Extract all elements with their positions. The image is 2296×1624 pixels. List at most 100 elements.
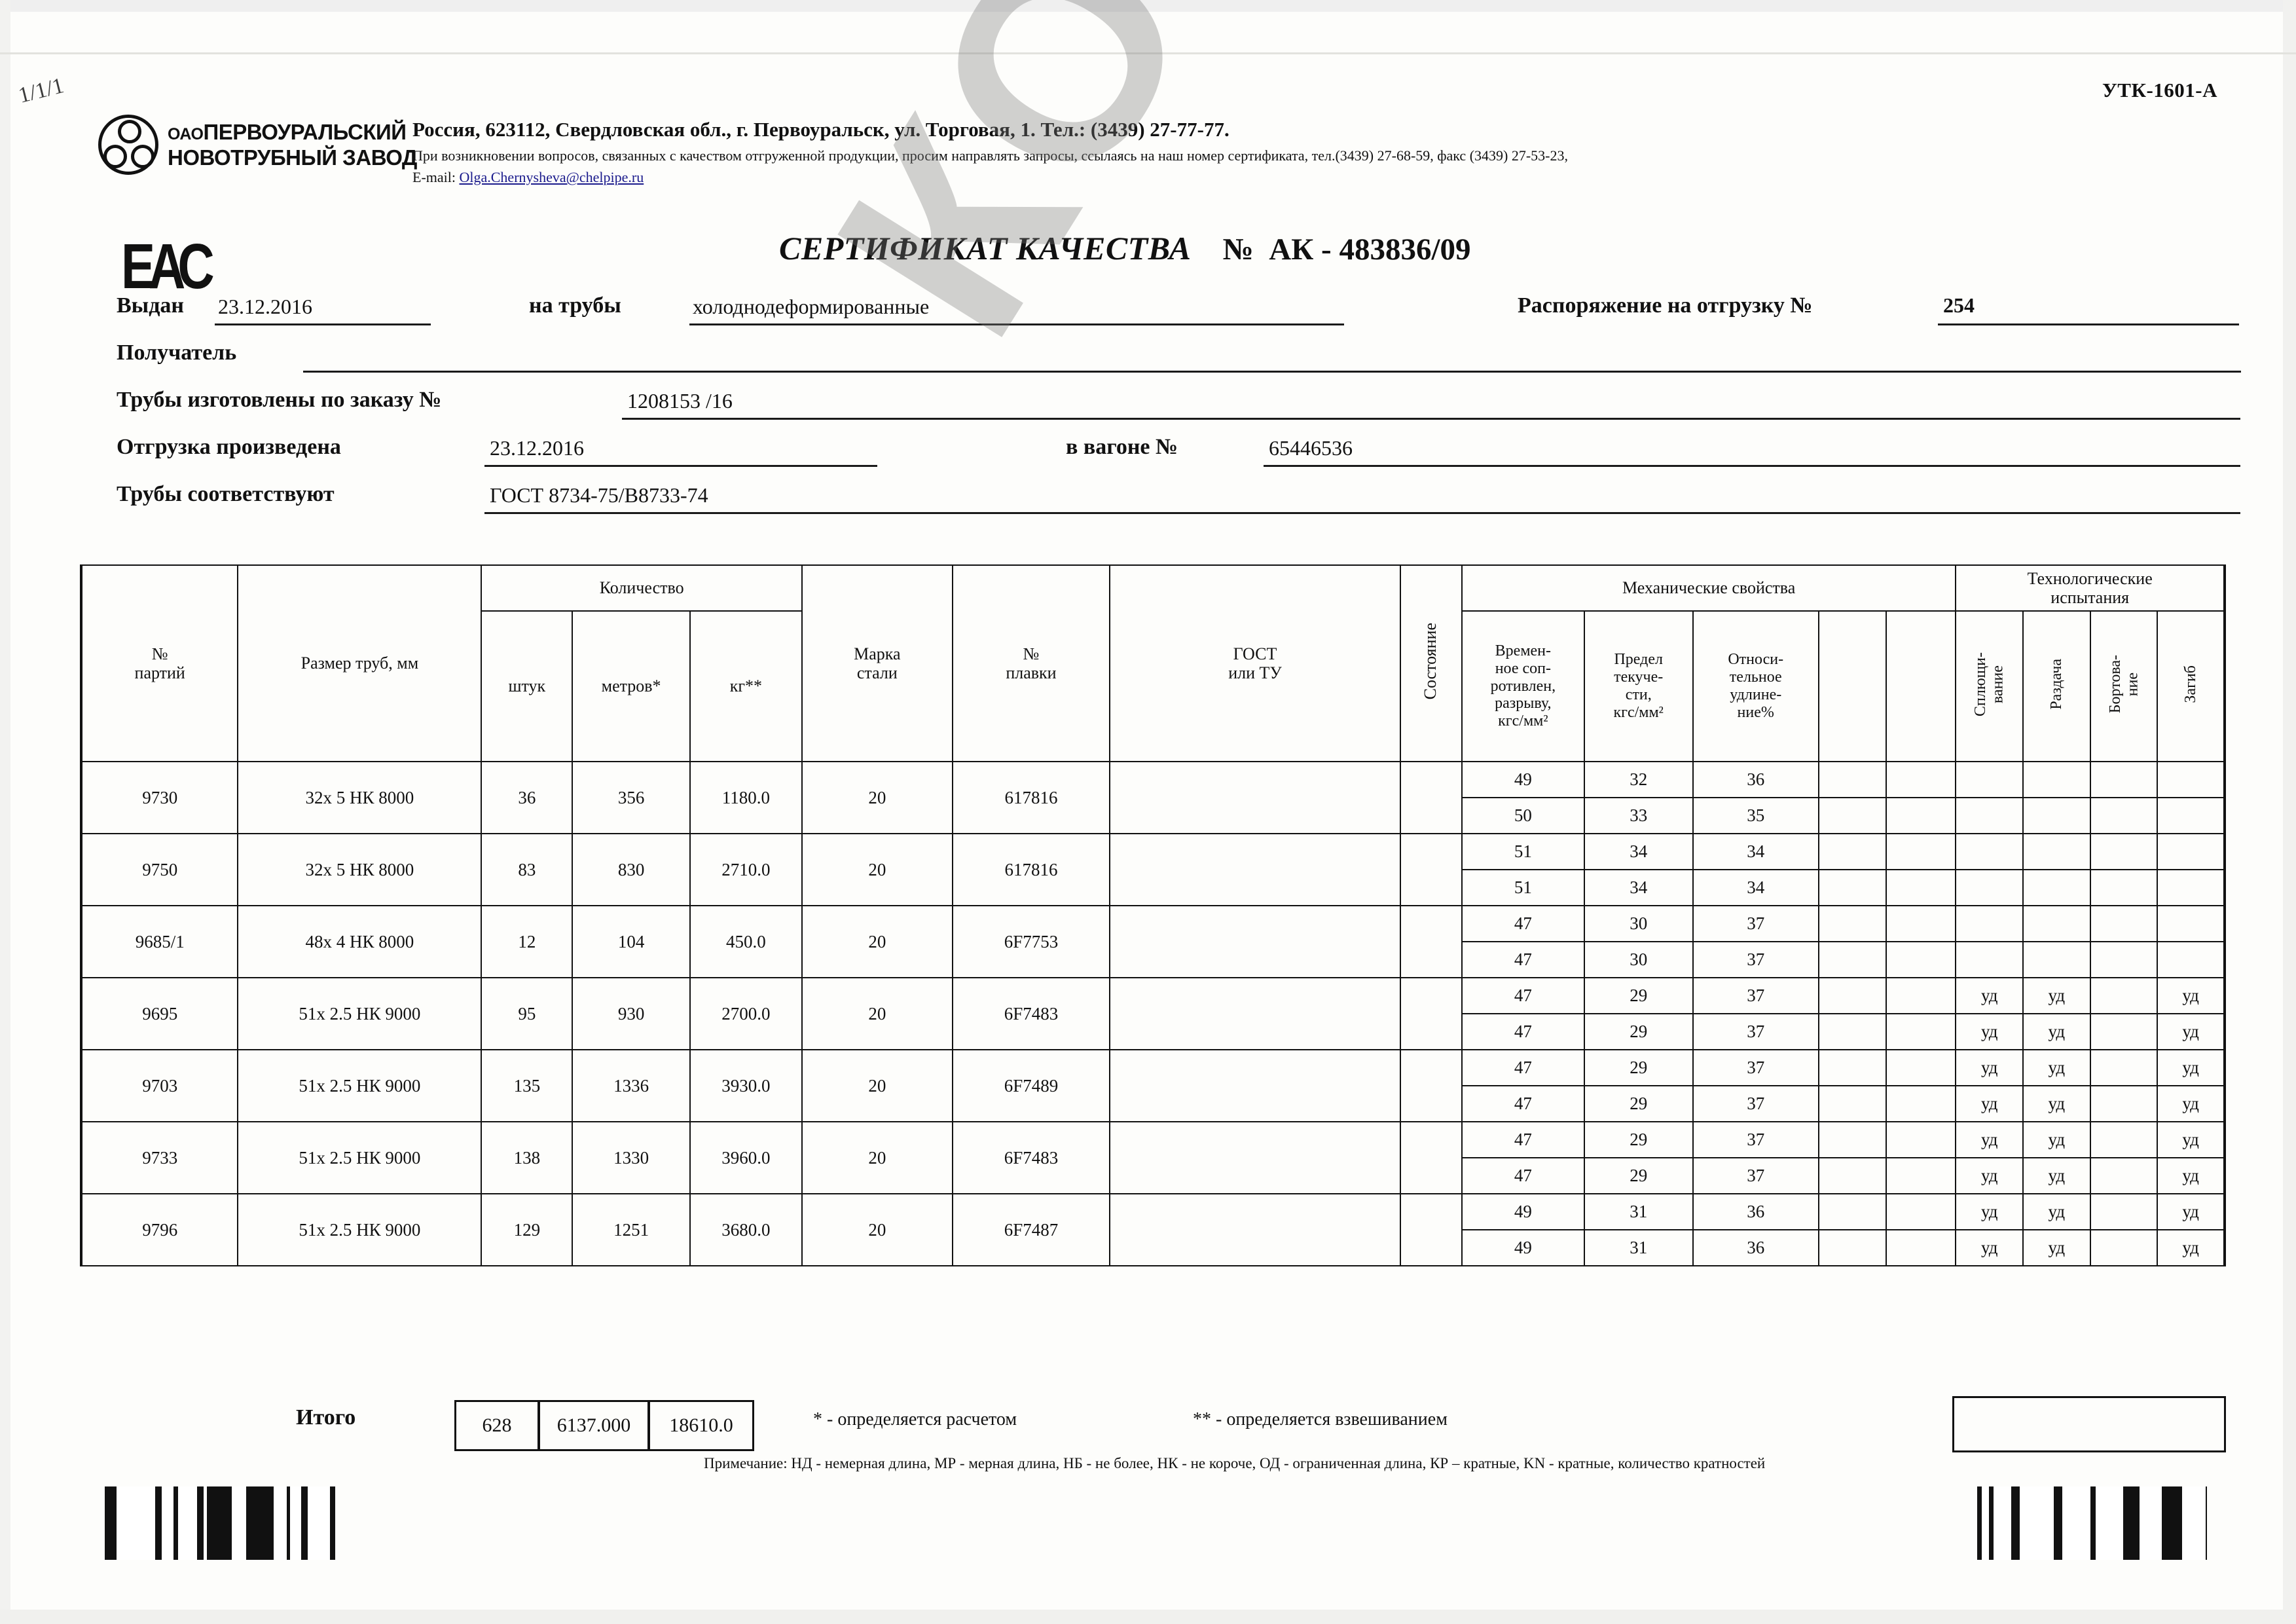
- cell-flattening: уд: [1955, 1193, 2024, 1230]
- cell-tensile: 51: [1461, 869, 1585, 906]
- cell-pipe-size: 51х 2.5 НК 9000: [237, 977, 483, 1050]
- email-link[interactable]: Olga.Chernysheva@chelpipe.ru: [459, 169, 644, 185]
- field-row-conformance: Трубы соответствуют ГОСТ 8734-75/В8733-7…: [117, 477, 2240, 524]
- conform-value[interactable]: ГОСТ 8734-75/В8733-74: [490, 483, 708, 507]
- scan-edge-top: [0, 0, 2296, 12]
- table-row: 49 31 36 уд уд уд: [81, 1229, 2226, 1266]
- barcode-right: [1977, 1486, 2239, 1560]
- certificate-number-value: АК - 483836/09: [1269, 232, 1471, 267]
- recipient-underline: [303, 371, 2241, 373]
- th-expansion: Раздача: [2022, 610, 2091, 762]
- cell-condition: [1399, 905, 1463, 978]
- cell-mech-extra-1: [1817, 1157, 1887, 1194]
- cell-yield: 30: [1583, 905, 1694, 942]
- cell-expansion: уд: [2022, 1193, 2091, 1230]
- th-gost-or-tu-text: ГОСТ или ТУ: [1228, 644, 1282, 682]
- table-body: 9730 32х 5 НК 8000 36 356 1180.0 20 617816 49 32…: [79, 761, 2226, 1266]
- cell-flanging: [2089, 1193, 2159, 1230]
- cell-tensile: 49: [1461, 1229, 1585, 1266]
- cell-lot-no: 9685/1: [79, 905, 239, 978]
- th-technological-group: Технологические испытания: [1955, 564, 2226, 612]
- wagon-value[interactable]: 65446536: [1269, 436, 1353, 460]
- th-yield: Предел текуче- сти, кгс/мм²: [1583, 610, 1694, 762]
- issued-value[interactable]: 23.12.2016: [218, 295, 312, 318]
- shipment-value[interactable]: 23.12.2016: [490, 436, 584, 460]
- th-mechanical-group: Механические свойства: [1461, 564, 1957, 612]
- th-kg-text: кг**: [729, 676, 763, 696]
- cell-expansion: [2022, 833, 2091, 870]
- cell-flanging: [2089, 905, 2159, 942]
- cell-yield: 29: [1583, 1121, 1694, 1158]
- table-row: 9750 32х 5 НК 8000 83 830 2710.0 20 617816 51 34…: [79, 833, 2226, 906]
- table-row: 9730 32х 5 НК 8000 36 356 1180.0 20 617816 49 32…: [79, 761, 2226, 834]
- th-pieces-text: штук: [508, 676, 546, 696]
- table-row: 47 29 37 уд уд уд: [81, 1013, 2226, 1050]
- company-name-line1: ОАОПЕРВОУРАЛЬСКИЙ: [168, 121, 417, 143]
- cell-mech-extra-1: [1817, 869, 1887, 906]
- pipes-value[interactable]: холоднодеформированные: [693, 295, 930, 318]
- cell-condition: [1399, 1121, 1463, 1194]
- footnote-single-star: * - определяется расчетом: [813, 1409, 1017, 1430]
- table-row: 9685/1 48х 4 НК 8000 12 104 450.0 20 6F7753 47 3…: [79, 905, 2226, 978]
- th-flanging-text: Бортова- ние: [2106, 655, 2141, 714]
- cell-flattening: [1955, 833, 2024, 870]
- cell-flanging: [2089, 833, 2159, 870]
- cell-bend: [2157, 941, 2226, 978]
- cell-kg: 3680.0: [689, 1193, 803, 1266]
- cell-elongation: 37: [1692, 1085, 1819, 1122]
- cell-flanging: [2089, 1229, 2159, 1266]
- company-logo: ОАОПЕРВОУРАЛЬСКИЙ НОВОТРУБНЫЙ ЗАВОД: [98, 115, 417, 175]
- th-pipe-size: Размер труб, мм: [237, 564, 483, 762]
- cell-bend: уд: [2157, 1049, 2226, 1086]
- cell-yield: 29: [1583, 1013, 1694, 1050]
- cell-flattening: уд: [1955, 1085, 2024, 1122]
- cell-kg: 450.0: [689, 905, 803, 978]
- cell-heat-no: 6F7483: [951, 1121, 1111, 1194]
- page-title: СЕРТИФИКАТ КАЧЕСТВА: [779, 230, 1192, 267]
- cell-bend: [2157, 761, 2226, 798]
- cell-gost-or-tu: [1109, 761, 1401, 834]
- cell-pieces: 95: [481, 977, 574, 1050]
- order-value[interactable]: 1208153 /16: [627, 389, 733, 413]
- cell-flattening: [1955, 941, 2024, 978]
- cell-elongation: 37: [1692, 1013, 1819, 1050]
- table-row: 9695 51х 2.5 НК 9000 95 930 2700.0 20 6F7483 47…: [79, 977, 2226, 1050]
- cell-mech-extra-2: [1885, 869, 1957, 906]
- cell-mech-extra-2: [1885, 1121, 1957, 1158]
- cell-gost-or-tu: [1109, 905, 1401, 978]
- cell-yield: 29: [1583, 977, 1694, 1014]
- table-header-sub-row: штук метров* кг** Времен- ное соп- ротив…: [81, 610, 2226, 762]
- ship-order-label: Распоряжение на отгрузку №: [1518, 293, 1813, 318]
- cell-elongation: 37: [1692, 905, 1819, 942]
- cell-tensile: 47: [1461, 1121, 1585, 1158]
- cell-heat-no: 617816: [951, 833, 1111, 906]
- cell-kg: 3960.0: [689, 1121, 803, 1194]
- table-row: 9796 51х 2.5 НК 9000 129 1251 3680.0 20 6F7487…: [79, 1193, 2226, 1266]
- cell-heat-no: 6F7483: [951, 977, 1111, 1050]
- cell-flattening: уд: [1955, 1049, 2024, 1086]
- cell-expansion: уд: [2022, 1229, 2091, 1266]
- cell-elongation: 37: [1692, 1157, 1819, 1194]
- totals-empty-box: [1952, 1396, 2226, 1452]
- cell-mech-extra-1: [1817, 977, 1887, 1014]
- cell-bend: уд: [2157, 1193, 2226, 1230]
- table-header-group-row: № партий Размер труб, мм Количество Марк…: [79, 564, 2226, 762]
- table-header: № партий Размер труб, мм Количество Марк…: [79, 564, 2226, 762]
- th-heat-no-text: № плавки: [1006, 644, 1057, 682]
- cell-flattening: уд: [1955, 1121, 2024, 1158]
- cell-flanging: [2089, 1049, 2159, 1086]
- table-row: 47 30 37: [81, 941, 2226, 978]
- table-row: 47 29 37 уд уд уд: [81, 1157, 2226, 1194]
- email-label: E-mail:: [412, 169, 456, 185]
- shipment-underline: [484, 465, 877, 467]
- cell-lot-no: 9695: [79, 977, 239, 1050]
- th-condition: Состояние: [1399, 564, 1463, 762]
- cell-flanging: [2089, 761, 2159, 798]
- order-underline: [622, 418, 2240, 420]
- cell-mech-extra-1: [1817, 1121, 1887, 1158]
- cell-steel-grade: 20: [801, 905, 953, 978]
- ship-order-value[interactable]: 254: [1943, 293, 1975, 317]
- cell-condition: [1399, 977, 1463, 1050]
- cell-expansion: [2022, 905, 2091, 942]
- th-flanging: Бортова- ние: [2089, 610, 2159, 762]
